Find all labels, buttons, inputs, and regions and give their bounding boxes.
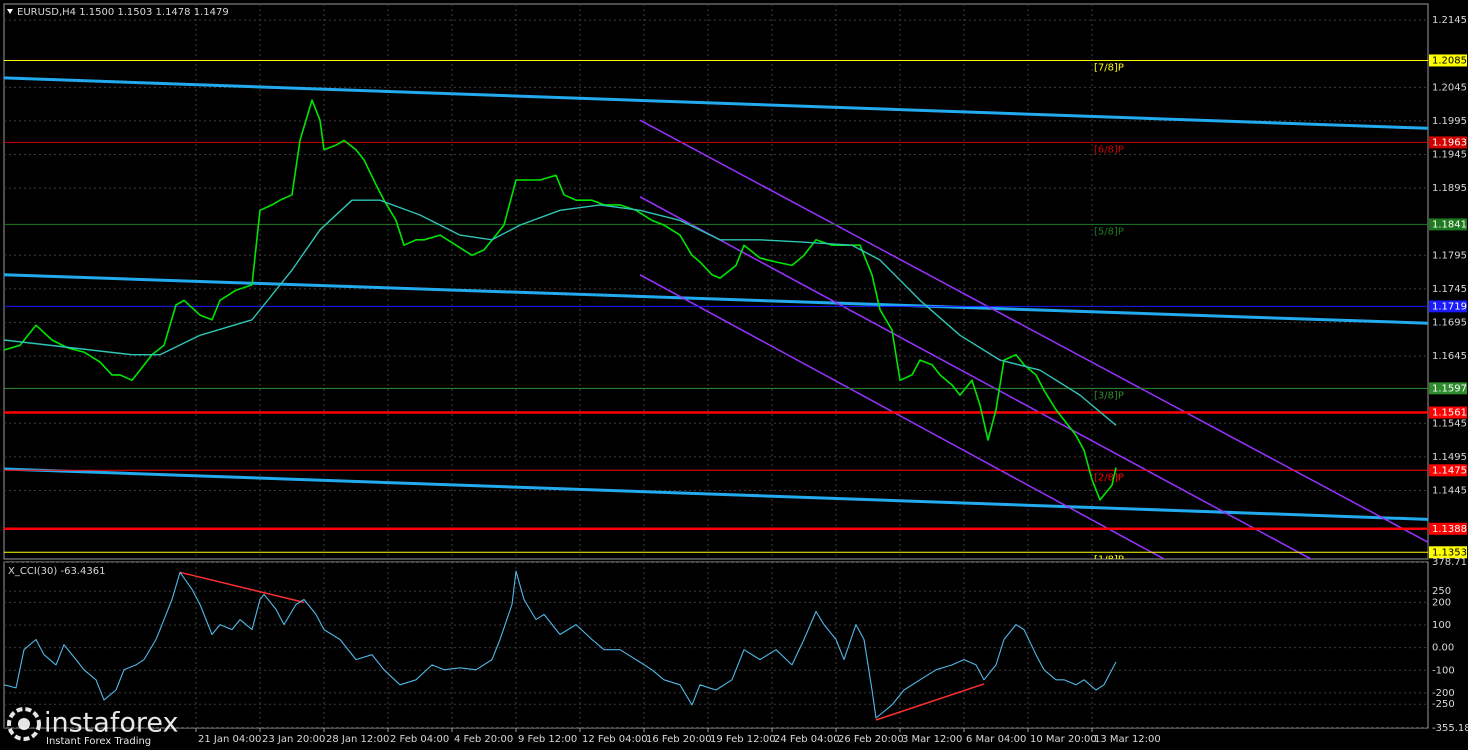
price-tag-label: 1.1719	[1432, 301, 1467, 312]
x-tick-label: 28 Jan 12:00	[326, 734, 389, 745]
channel-line	[4, 76, 1428, 130]
x-tick-label: 21 Jan 04:00	[198, 734, 261, 745]
level-label: [1/8]P	[1094, 554, 1124, 565]
x-tick-label: 4 Feb 20:00	[454, 734, 513, 745]
price-tag	[1429, 382, 1467, 395]
price-tag-label: 1.1841	[1432, 219, 1467, 230]
y-tick-label: 0.00	[1432, 643, 1454, 654]
price-tag-label: 1.1597	[1432, 383, 1467, 394]
price-tag-label: 1.1353	[1432, 547, 1467, 558]
series-line	[4, 99, 1117, 501]
y-tick-label: 1.1895	[1432, 183, 1467, 194]
watermark: instaforex Instant Forex Trading	[7, 707, 178, 747]
cci-plot	[4, 562, 1428, 728]
x-tick-label: 19 Feb 12:00	[710, 734, 776, 745]
y-tick-label: 200	[1432, 597, 1451, 608]
y-tick-label: -100	[1432, 665, 1455, 676]
price-tag-label: 1.1963	[1432, 137, 1467, 148]
price-tag	[1429, 136, 1467, 149]
channel-line	[639, 196, 1313, 559]
channel-line	[639, 274, 1166, 559]
level-label: [2/8]P	[1094, 472, 1124, 483]
x-tick-label: 16 Feb 20:00	[646, 734, 712, 745]
x-tick-label: 12 Feb 04:00	[582, 734, 648, 745]
y-tick-label: 1.2145	[1432, 15, 1467, 26]
price-tag	[1429, 522, 1467, 535]
y-tick-label: 1.2045	[1432, 82, 1467, 93]
y-tick-label: 1.1745	[1432, 284, 1467, 295]
x-tick-label: 10 Mar 20:00	[1030, 734, 1097, 745]
level-label: [5/8]P	[1094, 226, 1124, 237]
level-label: [7/8]P	[1094, 62, 1124, 73]
main-panel-frame	[3, 3, 1429, 560]
y-tick-label: 1.1795	[1432, 250, 1467, 261]
price-tag	[1429, 300, 1467, 313]
channel-line	[4, 273, 1428, 325]
series-line	[4, 199, 1117, 426]
y-tick-label: 1.1995	[1432, 116, 1467, 127]
y-tick-label: 1.1445	[1432, 485, 1467, 496]
y-tick-label: 1.1945	[1432, 150, 1467, 161]
x-tick-label: 2 Feb 04:00	[390, 734, 449, 745]
y-tick-label: -250	[1432, 699, 1455, 710]
logo-icon	[7, 707, 41, 741]
x-tick-label: 9 Feb 12:00	[518, 734, 577, 745]
channel-line	[4, 467, 1428, 521]
cci-title: X_CCI(30) -63.4361	[8, 566, 105, 577]
y-tick-label: 100	[1432, 620, 1451, 631]
price-tag	[1429, 54, 1467, 67]
y-tick-label: 1.1695	[1432, 317, 1467, 328]
y-tick-label: -355.1891	[1432, 723, 1468, 734]
chart-title: EURUSD,H4 1.1500 1.1503 1.1478 1.1479	[17, 7, 229, 18]
price-tag	[1429, 464, 1467, 477]
trend-line	[875, 683, 985, 721]
channel-line	[639, 119, 1428, 543]
main-plot: [7/8]P [6/8]P [5/8]P [3/8]P [2/8]P [1/8]P	[4, 4, 1428, 565]
x-tick-label: 23 Jan 20:00	[262, 734, 325, 745]
x-tick-label: 24 Feb 04:00	[774, 734, 840, 745]
level-label: [3/8]P	[1094, 390, 1124, 401]
x-tick-label: 26 Feb 20:00	[838, 734, 904, 745]
y-tick-label: 378.7116	[1432, 557, 1468, 568]
brand-tagline: Instant Forex Trading	[46, 736, 151, 747]
logo-core	[18, 718, 30, 730]
price-tag-label: 1.1475	[1432, 465, 1467, 476]
y-tick-label: 250	[1432, 586, 1451, 597]
y-tick-label: 1.1545	[1432, 418, 1467, 429]
price-tag-label: 1.2085	[1432, 55, 1467, 66]
y-tick-label: 1.1495	[1432, 452, 1467, 463]
price-tag	[1429, 406, 1467, 419]
price-tag-label: 1.1388	[1432, 524, 1467, 535]
cci-line	[4, 570, 1117, 719]
x-tick-label: 3 Mar 12:00	[902, 734, 962, 745]
price-tag-label: 1.1561	[1432, 408, 1467, 419]
price-tag	[1429, 218, 1467, 231]
y-tick-label: 1.1645	[1432, 351, 1467, 362]
y-tick-label: -200	[1432, 688, 1455, 699]
brand-name: instaforex	[44, 708, 178, 739]
x-tick-label: 13 Mar 12:00	[1094, 734, 1161, 745]
x-tick-label: 6 Mar 04:00	[966, 734, 1026, 745]
price-tag	[1429, 546, 1467, 559]
trend-line	[179, 571, 305, 604]
level-label: [6/8]P	[1094, 144, 1124, 155]
axes: 1.2145 1.2045 1.1995 1.1945 1.1895 1.1795 1.17…	[195, 15, 1468, 745]
collapse-arrow[interactable]	[7, 9, 13, 14]
